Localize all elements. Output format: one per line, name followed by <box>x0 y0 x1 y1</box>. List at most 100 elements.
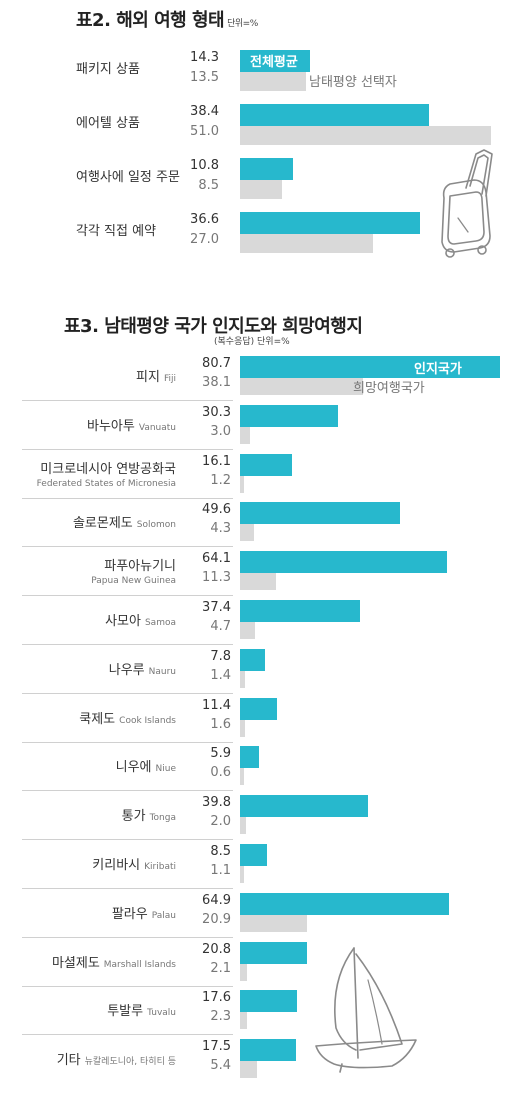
row-divider <box>22 692 233 694</box>
category-name-ko: 니우에 <box>115 760 152 776</box>
bar-series-1 <box>240 212 421 234</box>
row-divider <box>22 400 233 401</box>
category-name-ko: 피지 <box>136 370 160 385</box>
bar-series-2 <box>240 475 244 493</box>
value-label-series-1: 16.1 <box>202 453 231 469</box>
bar-series-1 <box>240 404 338 427</box>
value-label-series-2: 1.6 <box>210 716 231 732</box>
category-label: 파푸아뉴기니 Papua New Guinea <box>91 555 176 586</box>
category-name-ko: 사모아 <box>105 614 141 629</box>
value-label-series-1: 38.4 <box>190 104 219 119</box>
bar-series-1 <box>240 648 266 671</box>
value-label-series-1: 39.8 <box>202 795 231 811</box>
value-label-series-2: 5.4 <box>210 1058 231 1074</box>
bar-series-2 <box>240 768 244 786</box>
category-name-ko: 쿡제도 <box>79 711 116 727</box>
row-divider <box>22 936 233 938</box>
bar-series-2 <box>240 72 307 91</box>
row-divider <box>22 985 233 987</box>
value-label-series-1: 14.3 <box>190 50 219 65</box>
bar-series-1 <box>240 50 311 72</box>
row-divider <box>22 595 233 597</box>
bar-series-1 <box>240 502 400 525</box>
chart2-note: (복수응답) <box>214 337 255 347</box>
value-label-series-1: 49.6 <box>202 502 231 518</box>
bar-series-2 <box>240 622 256 639</box>
category-name-en: Solomon <box>136 520 176 531</box>
value-label-series-2: 2.3 <box>210 1009 231 1025</box>
bar-series-1 <box>240 892 450 915</box>
value-label-series-2: 2.0 <box>210 814 231 830</box>
value-label-series-2: 1.1 <box>210 863 231 878</box>
row-divider <box>22 644 233 645</box>
bar-series-2 <box>240 817 247 835</box>
bar-series-2 <box>240 670 245 688</box>
bar-series-2 <box>240 426 250 444</box>
value-label-series-2: 3.0 <box>210 423 231 439</box>
value-label-series-2: 4.3 <box>210 521 231 537</box>
bar-series-1 <box>240 746 259 769</box>
value-label-series-1: 11.4 <box>202 697 231 713</box>
chart2-unit: 단위=% <box>257 337 290 347</box>
category-label: 각각 직접 예약 <box>76 224 157 239</box>
sailboat-icon <box>315 947 417 1073</box>
legend-series-2: 남태평양 선택자 <box>309 75 397 90</box>
bar-series-2 <box>240 126 491 145</box>
category-name-ko: 솔로몬제도 <box>72 516 133 532</box>
value-label-series-2: 8.5 <box>198 178 219 193</box>
chart2-title: 표3. 남태평양 국가 인지도와 희망여행지 <box>64 312 363 338</box>
category-label: 나우루 Nauru <box>109 659 176 678</box>
category-name-en: Nauru <box>148 666 176 677</box>
row-divider <box>22 546 233 548</box>
bar-series-1 <box>240 551 447 574</box>
row-divider <box>22 888 233 889</box>
value-label-series-2: 1.2 <box>210 472 231 488</box>
value-label-series-2: 13.5 <box>190 70 219 85</box>
category-name-en: Kiribati <box>144 862 176 872</box>
category-label: 팔라우 Palau <box>112 903 176 922</box>
bar-series-1 <box>240 453 292 476</box>
category-name-ko: 미크로네시아 연방공화국 <box>40 461 176 477</box>
value-label-series-1: 37.4 <box>202 600 231 615</box>
chart2-title-text: 표3. 남태평양 국가 인지도와 희망여행지 <box>64 316 363 337</box>
value-label-series-1: 8.5 <box>210 844 231 859</box>
bar-series-1 <box>240 795 369 818</box>
category-label: 솔로몬제도 Solomon <box>73 512 176 531</box>
category-name-ko: 팔라우 <box>111 906 148 922</box>
category-name-ko: 기타 <box>56 1053 81 1069</box>
category-label: 피지 Fiji <box>136 366 176 385</box>
category-name-en: Samoa <box>144 618 176 628</box>
category-name-en: Marshall Islands <box>103 959 176 970</box>
bar-series-1 <box>240 158 294 180</box>
value-label-series-1: 64.9 <box>202 892 231 908</box>
category-name-ko: 투발루 <box>107 1004 144 1020</box>
bar-series-2 <box>240 1061 258 1079</box>
row-divider <box>22 448 233 450</box>
category-name-ko: 통가 <box>121 809 146 825</box>
value-label-series-2: 11.3 <box>202 570 231 586</box>
value-label-series-2: 4.7 <box>210 619 231 634</box>
category-name-ko: 파푸아뉴기니 <box>104 559 176 575</box>
bar-series-2 <box>240 524 254 542</box>
value-label-series-2: 0.6 <box>210 765 231 781</box>
legend-series-1: 전체평균 <box>250 55 298 70</box>
legend-series-2: 희망여행국가 <box>353 381 425 396</box>
value-label-series-1: 20.8 <box>202 941 231 957</box>
bar-series-1 <box>240 697 277 720</box>
chart2-subtitle: (복수응답) 단위=% <box>214 334 290 347</box>
bar-series-2 <box>240 180 282 199</box>
category-label: 패키지 상품 <box>76 62 140 77</box>
legend-series-1: 인지국가 <box>414 362 462 377</box>
bar-series-2 <box>240 963 247 981</box>
category-name-ko: 마셜제도 <box>51 955 100 971</box>
category-label: 쿡제도 Cook Islands <box>79 708 176 727</box>
bar-series-2 <box>240 573 277 591</box>
category-label: 키리바시 Kiribati <box>92 854 176 873</box>
value-label-series-1: 17.5 <box>202 1039 231 1055</box>
bar-series-2 <box>240 866 244 883</box>
category-label: 사모아 Samoa <box>105 610 176 629</box>
category-name-en: Federated States of Micronesia <box>36 478 176 489</box>
category-label: 투발루 Tuvalu <box>107 1000 176 1019</box>
bar-series-1 <box>240 356 500 378</box>
value-label-series-2: 1.4 <box>210 667 231 683</box>
